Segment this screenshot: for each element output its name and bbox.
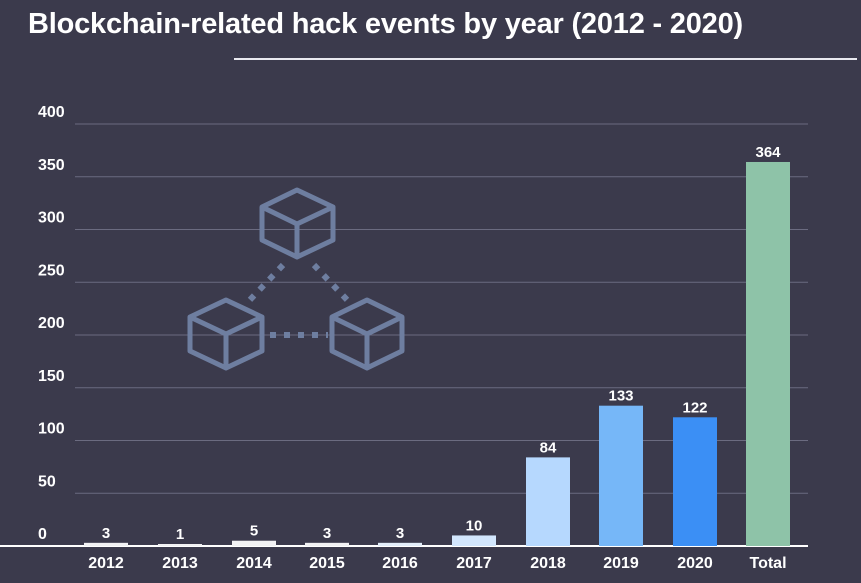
bar-total bbox=[746, 161, 790, 547]
bar-2017 bbox=[452, 535, 496, 546]
y-tick-label: 400 bbox=[38, 104, 65, 121]
data-label: 10 bbox=[466, 517, 483, 534]
dotted-connector bbox=[244, 262, 353, 338]
y-tick-label: 150 bbox=[38, 368, 65, 385]
bar-2013 bbox=[158, 544, 202, 546]
y-tick-label: 200 bbox=[38, 315, 65, 332]
data-label: 1 bbox=[176, 526, 184, 543]
bar-2019 bbox=[599, 405, 643, 546]
bar-2012 bbox=[84, 542, 128, 546]
x-tick-label: 2014 bbox=[236, 555, 272, 572]
chart-title: Blockchain-related hack events by year (… bbox=[28, 8, 743, 40]
title-underline bbox=[234, 58, 857, 60]
x-tick-label: 2015 bbox=[309, 555, 345, 572]
bar-2020 bbox=[673, 417, 717, 546]
data-label: 5 bbox=[250, 523, 258, 540]
y-tick-label: 0 bbox=[38, 526, 47, 543]
x-tick-label: 2016 bbox=[382, 555, 418, 572]
cube-icon bbox=[329, 297, 405, 371]
data-label: 133 bbox=[608, 388, 633, 405]
data-label: 3 bbox=[323, 525, 331, 542]
data-label: 84 bbox=[540, 439, 557, 456]
data-label: 122 bbox=[682, 399, 707, 416]
bar-2014 bbox=[232, 540, 276, 546]
y-tick-label: 350 bbox=[38, 157, 65, 174]
y-tick-label: 300 bbox=[38, 210, 65, 227]
y-tick-label: 50 bbox=[38, 473, 56, 490]
y-tick-label: 250 bbox=[38, 262, 65, 279]
bar-2018 bbox=[526, 457, 570, 546]
x-tick-label: 2020 bbox=[677, 555, 713, 572]
bars bbox=[84, 161, 790, 547]
x-tick-label: 2017 bbox=[456, 555, 492, 572]
x-tick-label: 2019 bbox=[603, 555, 639, 572]
x-tick-label: 2013 bbox=[162, 555, 198, 572]
x-tick-label: Total bbox=[749, 555, 786, 572]
data-label: 3 bbox=[396, 525, 404, 542]
data-label: 3 bbox=[102, 525, 110, 542]
y-tick-label: 100 bbox=[38, 421, 65, 438]
bar-2015 bbox=[305, 542, 349, 546]
cube-icon bbox=[259, 187, 336, 260]
data-label: 364 bbox=[755, 144, 781, 161]
labels: 0 50 100 150 200 250 300 350 400 3 2012 1 2013 5 2014 3… bbox=[38, 104, 787, 572]
cube-icon bbox=[187, 297, 265, 371]
x-tick-label: 2012 bbox=[88, 555, 124, 572]
x-tick-label: 2018 bbox=[530, 555, 566, 572]
blockchain-network-icon bbox=[187, 187, 405, 371]
bar-2016 bbox=[378, 542, 422, 546]
